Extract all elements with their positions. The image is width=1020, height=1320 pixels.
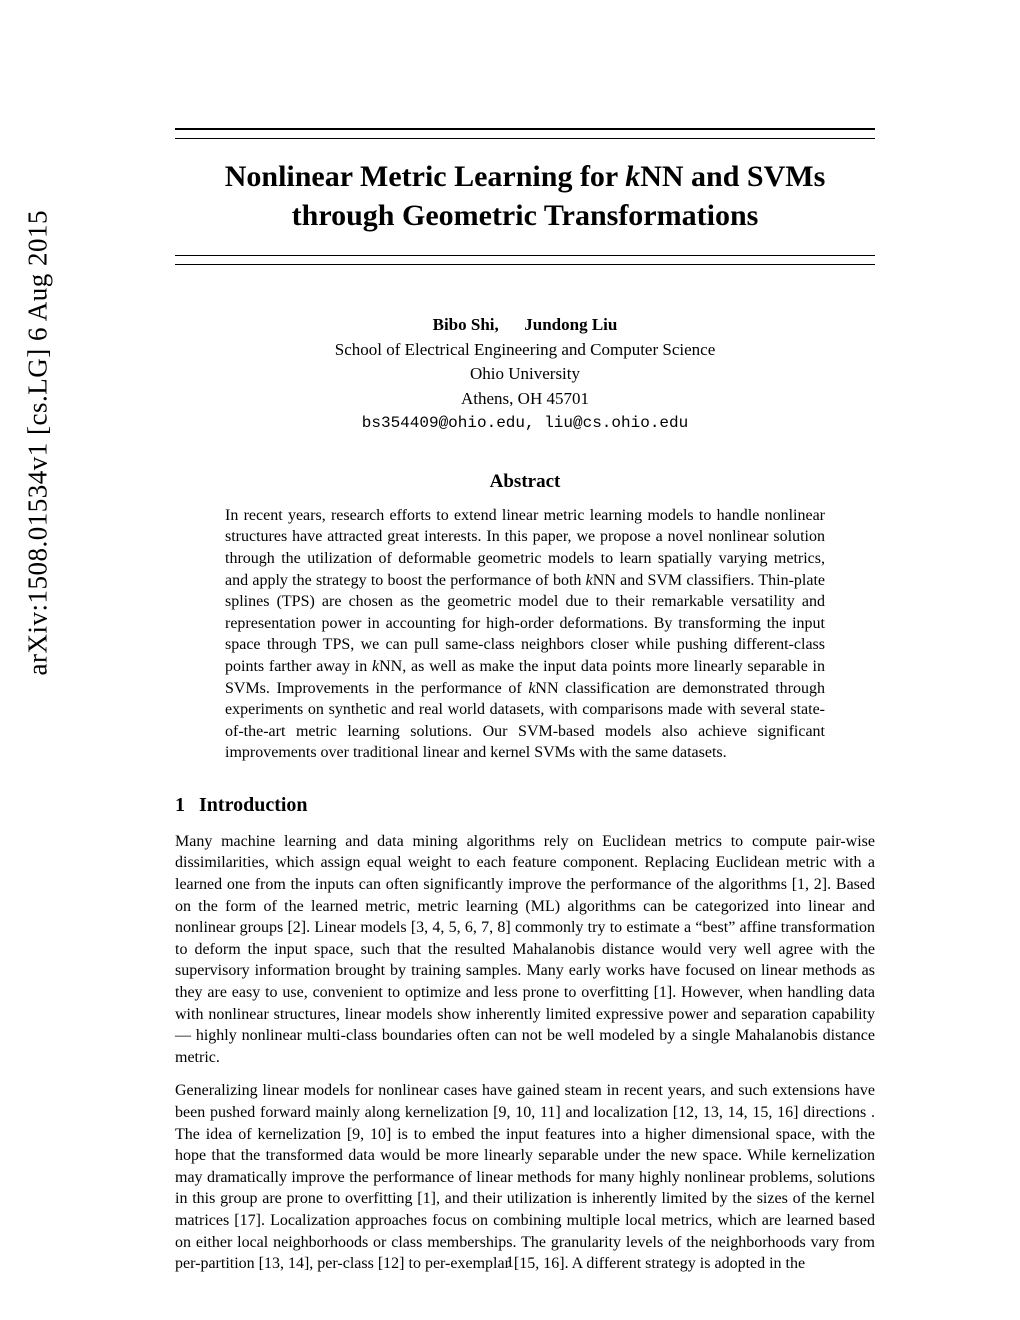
intro-para-2: Generalizing linear models for nonlinear…: [175, 1080, 875, 1274]
authors-block: Bibo Shi, Jundong Liu School of Electric…: [175, 313, 875, 435]
affiliation-line3: Athens, OH 45701: [175, 387, 875, 412]
title-line1-a: Nonlinear Metric Learning for: [225, 160, 626, 193]
title-line1-b: k: [625, 160, 640, 193]
author-emails: bs354409@ohio.edu, liu@cs.ohio.edu: [175, 412, 875, 435]
title-rule-bottom: [175, 255, 875, 265]
affiliation-line1: School of Electrical Engineering and Com…: [175, 338, 875, 363]
title-line1-c: NN and SVMs: [640, 160, 825, 193]
paper-title: Nonlinear Metric Learning for kNN and SV…: [175, 157, 875, 235]
affiliation-line2: Ohio University: [175, 362, 875, 387]
section-heading-intro: 1 Introduction: [175, 794, 875, 817]
section-title: Introduction: [199, 794, 308, 816]
abstract-italic-span: k: [586, 572, 593, 589]
arxiv-identifier: arXiv:1508.01534v1 [cs.LG] 6 Aug 2015: [23, 210, 54, 675]
page-number: 1: [0, 1254, 1020, 1272]
abstract-heading: Abstract: [175, 471, 875, 493]
title-rule-top: [175, 128, 875, 139]
author-names: Bibo Shi, Jundong Liu: [175, 313, 875, 338]
intro-para-1: Many machine learning and data mining al…: [175, 831, 875, 1069]
page-content: Nonlinear Metric Learning for kNN and SV…: [175, 128, 875, 1287]
abstract-body: In recent years, research efforts to ext…: [225, 505, 825, 764]
title-line2: through Geometric Transformations: [292, 199, 759, 232]
section-number: 1: [175, 794, 185, 817]
